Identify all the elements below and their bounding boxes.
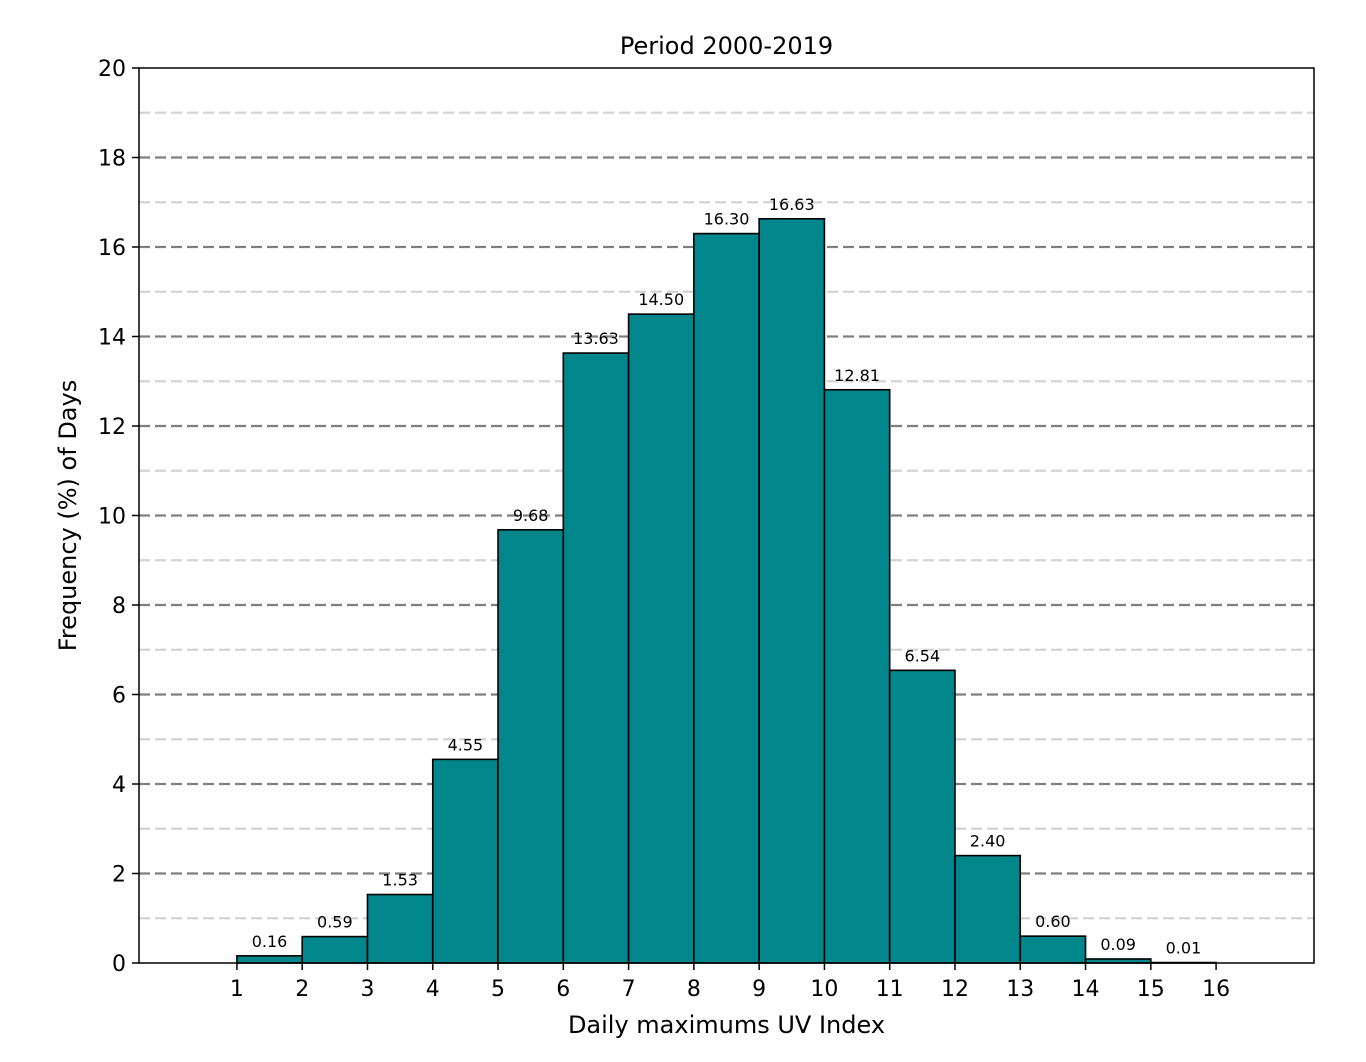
x-tick-label: 14 <box>1072 977 1100 1002</box>
y-tick-label: 8 <box>112 594 126 619</box>
bar-value-label: 6.54 <box>905 646 941 665</box>
x-tick-label: 8 <box>687 977 701 1002</box>
x-tick-label: 6 <box>556 977 570 1002</box>
y-tick-label: 10 <box>98 505 126 530</box>
x-tick-label: 4 <box>426 977 440 1002</box>
x-tick-label: 12 <box>941 977 969 1002</box>
bar-value-label: 0.60 <box>1035 912 1071 931</box>
y-tick-label: 0 <box>112 952 126 977</box>
y-tick-label: 2 <box>112 863 126 888</box>
x-tick-label: 11 <box>876 977 904 1002</box>
histogram-bar <box>562 352 630 964</box>
bar-value-label: 16.30 <box>704 210 750 229</box>
bar-value-label: 13.63 <box>573 329 619 348</box>
y-tick-label: 16 <box>98 236 126 261</box>
bars <box>236 218 1217 964</box>
histogram-bar <box>627 313 695 964</box>
y-axis-label: Frequency (%) of Days <box>54 380 82 651</box>
histogram-bar <box>888 669 956 964</box>
histogram-bar <box>758 218 826 964</box>
x-tick-label: 5 <box>491 977 505 1002</box>
bar-value-label: 12.81 <box>834 366 880 385</box>
x-tick-label: 9 <box>752 977 766 1002</box>
x-axis-label: Daily maximums UV Index <box>568 1011 885 1039</box>
histogram-bar <box>236 955 303 964</box>
histogram-bar <box>1019 935 1087 964</box>
x-tick-label: 1 <box>230 977 244 1002</box>
x-tick-label: 15 <box>1137 977 1165 1002</box>
bar-value-label: 1.53 <box>382 871 418 890</box>
bar-value-label: 4.55 <box>448 735 484 754</box>
grid-lines <box>139 111 1314 920</box>
x-tick-label: 10 <box>810 977 838 1002</box>
histogram-bar <box>431 758 499 964</box>
bar-value-label: 2.40 <box>970 832 1006 851</box>
histogram-bar <box>823 388 891 964</box>
bar-value-label: 9.68 <box>513 506 549 525</box>
x-tick-label: 13 <box>1006 977 1034 1002</box>
histogram-bar <box>497 529 565 964</box>
x-tick-label: 7 <box>622 977 636 1002</box>
y-tick-label: 20 <box>98 57 126 82</box>
y-tick-label: 14 <box>98 326 126 351</box>
bar-value-label: 0.16 <box>252 932 288 951</box>
data-labels: 0.16 0.59 1.53 4.55 9.68 13.63 14.50 16.30 16.63… <box>252 195 1202 958</box>
histogram-bar <box>301 935 369 964</box>
bar-value-label: 0.01 <box>1166 939 1202 958</box>
histogram-bar <box>366 893 434 964</box>
x-tick-label: 16 <box>1202 977 1230 1002</box>
bar-value-label: 0.59 <box>317 913 353 932</box>
plot-frame <box>138 67 1315 964</box>
bar-value-label: 14.50 <box>638 290 684 309</box>
x-tick-label: 3 <box>360 977 374 1002</box>
y-tick-label: 6 <box>112 684 126 709</box>
y-tick-label: 12 <box>98 415 126 440</box>
y-tick-label: 18 <box>98 147 126 172</box>
bar-value-label: 16.63 <box>769 195 815 214</box>
bar-value-label: 0.09 <box>1100 935 1136 954</box>
x-tick-label: 2 <box>295 977 309 1002</box>
chart-title: Period 2000-2019 <box>620 32 833 60</box>
histogram-bar <box>693 232 760 964</box>
histogram-bar <box>954 854 1022 964</box>
y-tick-label: 4 <box>112 773 126 798</box>
